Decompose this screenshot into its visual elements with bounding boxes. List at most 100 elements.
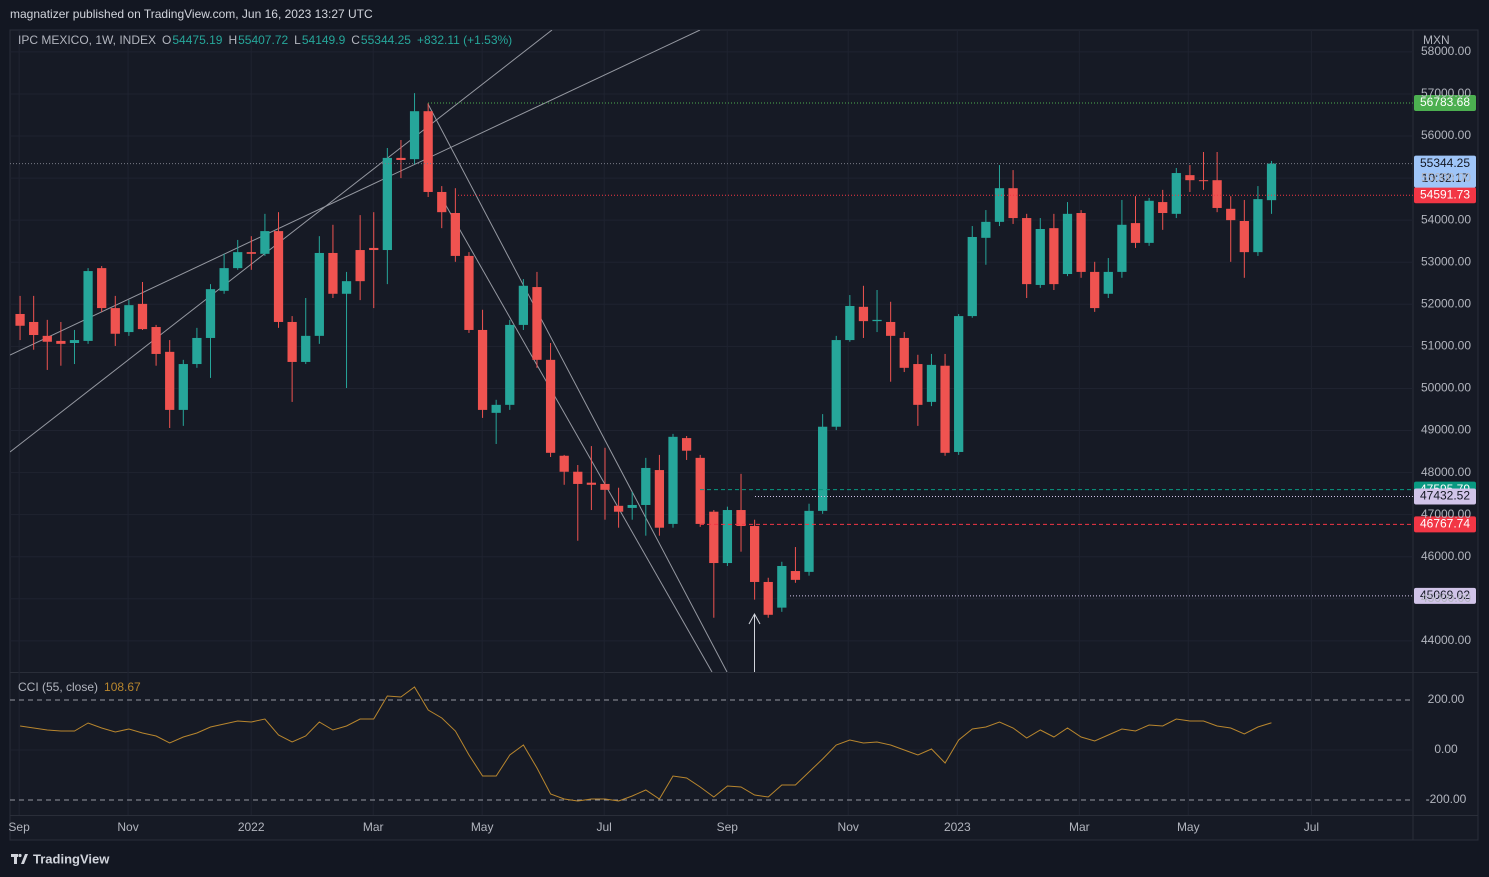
candle-body <box>1158 202 1168 214</box>
x-tick-label: Jul <box>1304 820 1319 834</box>
candle-body <box>695 457 705 524</box>
candle-body <box>56 340 66 344</box>
price-tags: 56783.6854591.7347595.7947432.5246767.74… <box>1414 95 1476 604</box>
price-tag <box>1414 187 1476 204</box>
candle-body <box>491 404 501 413</box>
candle-body <box>355 250 365 282</box>
candle-body <box>600 483 610 490</box>
price-tag <box>1414 95 1476 112</box>
x-tick-label: Sep <box>8 820 30 834</box>
price-tag <box>1414 155 1476 188</box>
y-tick-label: 200.00 <box>1428 692 1465 706</box>
candle-body <box>233 252 243 269</box>
candle-body <box>777 565 787 608</box>
candle-body <box>1090 271 1100 309</box>
candle-body <box>137 303 148 330</box>
trend-line <box>427 103 728 672</box>
x-tick-label: Nov <box>117 820 138 834</box>
y-tick-label: 0.00 <box>1434 742 1458 756</box>
candle-body <box>1062 213 1073 275</box>
candle-body <box>872 319 882 322</box>
publish-header: magnatizer published on TradingView.com,… <box>10 7 373 21</box>
candle-body <box>940 365 950 453</box>
candle-body <box>709 511 719 564</box>
legend-text: IPC MEXICO, 1W, INDEX <box>18 33 156 47</box>
candle-body <box>573 471 583 484</box>
candle-body <box>763 581 773 615</box>
brand: TradingView <box>33 851 110 866</box>
candle-body <box>124 305 134 333</box>
candle-body <box>1008 188 1018 219</box>
candle-body <box>409 111 420 160</box>
legend-text: L <box>294 33 301 47</box>
candle-body <box>273 231 284 322</box>
candle-body <box>518 285 528 325</box>
indicator-title: CCI (55, close) <box>18 680 98 694</box>
candle-body <box>165 351 175 410</box>
candle-body <box>804 510 814 572</box>
x-tick-label: Sep <box>717 820 739 834</box>
candle-body <box>559 455 569 472</box>
candle-body <box>736 510 746 527</box>
y-tick-label: 50000.00 <box>1421 381 1471 395</box>
trend-line <box>439 194 713 672</box>
y-tick-label: 47000.00 <box>1421 507 1471 521</box>
legend-text: 55407.72 <box>238 33 288 47</box>
currency-label: MXN <box>1423 33 1450 47</box>
candle-body <box>42 335 52 342</box>
x-tick-label: May <box>1177 820 1200 834</box>
cci-line <box>20 686 1272 802</box>
y-tick-label: -200.00 <box>1426 792 1467 806</box>
y-tick-label: 54000.00 <box>1421 212 1471 226</box>
logo-part <box>21 854 28 864</box>
candle-body <box>83 271 93 341</box>
candle-body <box>627 504 637 508</box>
candle-body <box>641 467 651 505</box>
candle-body <box>301 335 311 362</box>
y-tick-label: 57000.00 <box>1421 86 1471 100</box>
y-tick-label: 56000.00 <box>1421 128 1471 142</box>
candle-body <box>287 321 297 362</box>
logo-part <box>18 853 22 858</box>
candle-body <box>1212 180 1222 208</box>
trend-line <box>10 30 701 356</box>
brand-logo <box>11 853 28 864</box>
y-tick-label: 45000.00 <box>1421 591 1471 605</box>
x-tick-label: Mar <box>363 820 384 834</box>
candle-body <box>1049 228 1059 285</box>
candle-body <box>1185 175 1195 181</box>
price-tag-label: 55344.25 <box>1420 156 1470 170</box>
countdown: 10:32:17 <box>1422 171 1469 185</box>
y-tick-label: 48000.00 <box>1421 465 1471 479</box>
y-tick-label: 49000.00 <box>1421 423 1471 437</box>
legend-text: C <box>351 33 360 47</box>
price-tag-label: 45069.02 <box>1420 588 1470 602</box>
candle-body <box>15 313 25 326</box>
candle-body <box>967 236 977 317</box>
candle-body <box>681 438 692 451</box>
candle-body <box>1239 221 1249 253</box>
x-tick-label: 2022 <box>238 820 265 834</box>
legend-text: 55344.25 <box>361 33 411 47</box>
candle-body <box>790 571 801 580</box>
legend-text: 54475.19 <box>172 33 222 47</box>
candle-body <box>464 255 474 330</box>
chart-area <box>9 29 1479 841</box>
candle-body <box>382 157 392 251</box>
candle-body <box>205 289 216 338</box>
candle-body <box>926 364 937 402</box>
x-tick-label: Jul <box>597 820 612 834</box>
candle-body <box>1253 199 1263 253</box>
logo-part <box>14 854 17 864</box>
candle-body <box>886 321 896 336</box>
candle-body <box>396 157 406 160</box>
x-tick-label: 2023 <box>944 820 971 834</box>
candle-body <box>97 268 107 309</box>
y-tick-label: 51000.00 <box>1421 339 1471 353</box>
candle-body <box>913 364 923 405</box>
candle-body <box>1198 180 1209 182</box>
price-tag-label: 56783.68 <box>1420 95 1470 109</box>
candle-body <box>994 188 1005 222</box>
